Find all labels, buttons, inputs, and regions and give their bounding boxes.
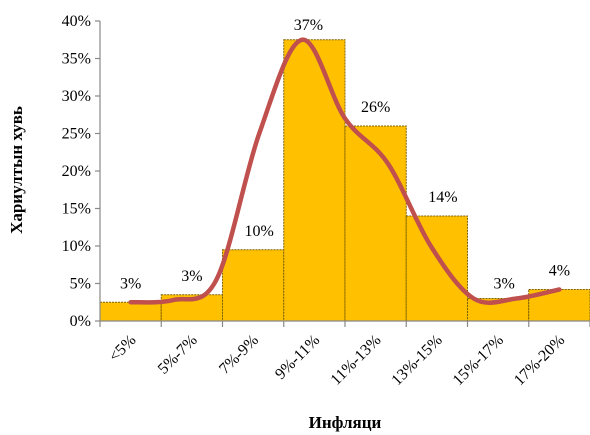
x-tick-label: 15%-17%	[450, 332, 507, 389]
y-tick-label: 40%	[62, 13, 91, 30]
y-tick-label: 15%	[62, 201, 91, 218]
x-tick-label: 7%-9%	[216, 332, 262, 378]
y-axis-title: Хариултын хувь	[7, 106, 26, 234]
x-tick-label: 17%-20%	[511, 332, 568, 389]
data-label-6: 3%	[493, 276, 514, 293]
x-tick-label: 11%-13%	[328, 332, 385, 389]
x-tick-label: <5%	[106, 332, 139, 365]
y-tick-label: 30%	[62, 88, 91, 105]
y-tick-label: 25%	[62, 126, 91, 143]
x-tick-label: 13%-15%	[388, 332, 445, 389]
x-ticks-group: <5% 5%-7% 7%-9% 9%-11% 11%-13% 13%-15% 15%-17%…	[99, 321, 590, 389]
bar-3	[283, 39, 346, 322]
data-label-2: 10%	[244, 223, 273, 240]
bar-4	[344, 125, 407, 322]
bars-group	[99, 39, 590, 322]
data-labels-group: 3% 3% 10% 37% 26% 14% 3% 4%	[120, 17, 570, 293]
x-tick-label: 9%-11%	[272, 332, 323, 383]
data-label-5: 14%	[428, 189, 457, 206]
x-tick-label: 5%-7%	[155, 332, 201, 378]
data-label-3: 37%	[294, 17, 323, 34]
trend-line	[128, 37, 562, 305]
data-label-7: 4%	[549, 263, 570, 280]
bar-5	[405, 215, 468, 322]
y-tick-label: 0%	[70, 313, 91, 330]
y-tick-label: 35%	[62, 51, 91, 68]
y-ticks-group: 0% 5% 10% 15% 20% 25% 30% 35% 40%	[62, 13, 100, 330]
y-tick-label: 5%	[70, 276, 91, 293]
data-label-0: 3%	[120, 275, 141, 292]
y-tick-label: 20%	[62, 163, 91, 180]
x-axis-title: Инфляци	[309, 413, 382, 432]
bar-2	[222, 249, 285, 322]
data-label-4: 26%	[361, 99, 390, 116]
data-label-1: 3%	[181, 268, 202, 285]
y-tick-label: 10%	[62, 238, 91, 255]
bar-0	[99, 301, 162, 322]
